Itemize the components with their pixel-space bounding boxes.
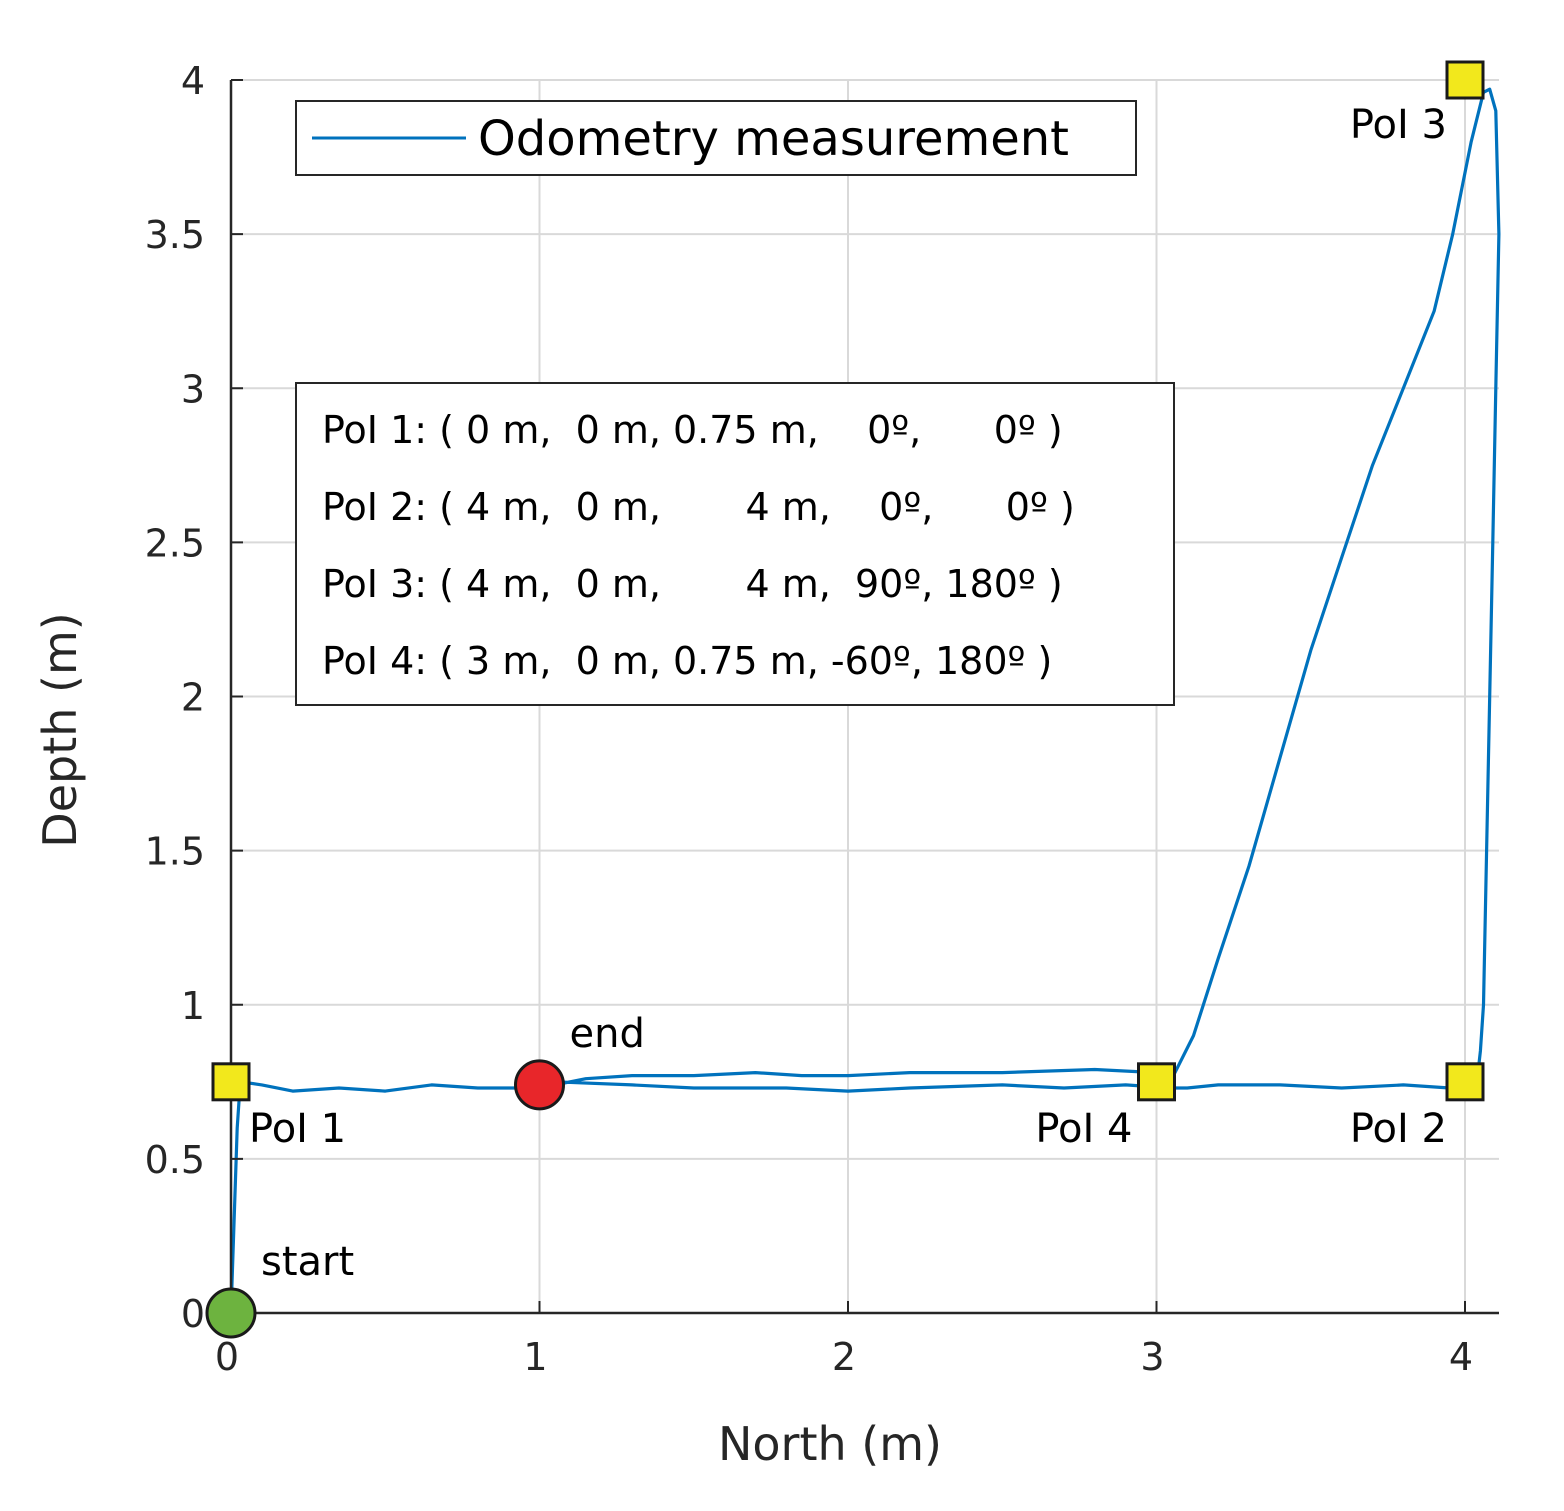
y-axis-label: Depth (m)	[33, 612, 87, 847]
y-tick-label: 1.5	[145, 830, 205, 874]
poi-label: PoI 2	[1350, 1106, 1447, 1152]
legend-entry: Odometry measurement	[478, 111, 1069, 167]
y-tick-label: 0.5	[145, 1138, 205, 1182]
end-label: end	[570, 1011, 645, 1057]
legend: Odometry measurement	[295, 100, 1137, 176]
x-tick-label: 4	[1449, 1335, 1473, 1379]
y-tick-label: 3	[181, 367, 205, 411]
x-tick-label: 0	[215, 1335, 239, 1379]
markers-layer: PoI 1 PoI 2 PoI 3 PoI 4 start end	[205, 60, 1485, 1339]
start-marker	[205, 1287, 257, 1339]
end-marker	[514, 1059, 565, 1111]
poi-annotation-box: PoI 1: ( 0 m, 0 m, 0.75 m, 0º, 0º ) PoI …	[295, 382, 1175, 706]
x-tick-label: 2	[832, 1335, 856, 1379]
annotation-line-4: PoI 4: ( 3 m, 0 m, 0.75 m, -60º, 180º )	[322, 639, 1052, 683]
start-label: start	[261, 1239, 354, 1285]
y-tick-label: 1	[181, 984, 205, 1028]
annotation-line-3: PoI 3: ( 4 m, 0 m, 4 m, 90º, 180º )	[322, 562, 1063, 606]
poi-label: PoI 4	[1035, 1106, 1132, 1152]
poi-label: PoI 3	[1350, 102, 1447, 148]
poi-label: PoI 1	[249, 1106, 346, 1152]
poi-marker	[1137, 1062, 1176, 1102]
annotation-frame	[295, 382, 1175, 706]
x-axis-label: North (m)	[718, 1417, 942, 1471]
y-tick-label: 3.5	[145, 213, 205, 257]
y-tick-label: 2.5	[145, 521, 205, 565]
y-tick-label: 4	[181, 59, 205, 103]
poi-marker	[1445, 1062, 1485, 1102]
x-tick-label: 1	[523, 1335, 547, 1379]
poi-marker	[1445, 60, 1485, 100]
x-tick-label: 3	[1140, 1335, 1164, 1379]
annotation-line-1: PoI 1: ( 0 m, 0 m, 0.75 m, 0º, 0º )	[322, 408, 1063, 452]
tick-labels: 0 1 2 3 4 0 0.5 1 1.5 2 2.5 3 3.5 4	[145, 59, 1474, 1379]
annotation-line-2: PoI 2: ( 4 m, 0 m, 4 m, 0º, 0º )	[322, 485, 1075, 529]
poi-marker	[211, 1062, 251, 1102]
y-tick-label: 0	[181, 1292, 205, 1336]
y-tick-label: 2	[181, 676, 205, 720]
